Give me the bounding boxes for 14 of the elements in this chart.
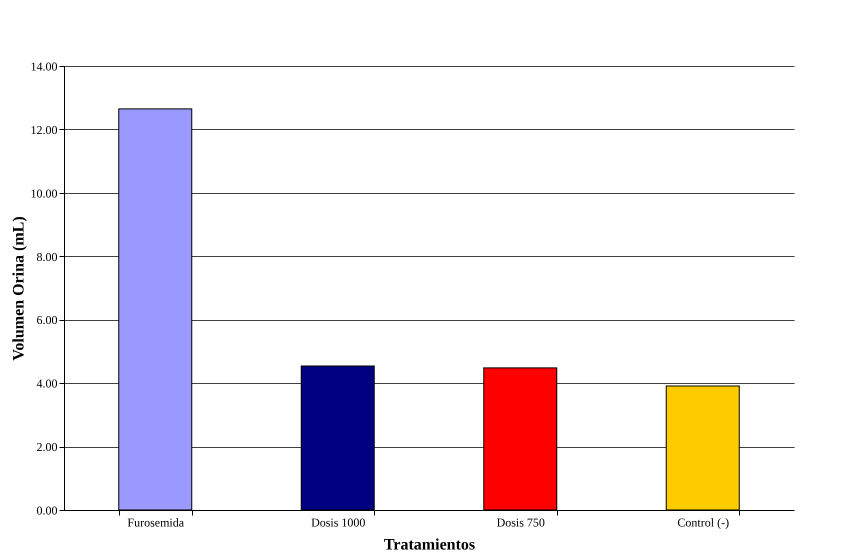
x-tick-label: Dosis 1000: [311, 516, 366, 530]
y-axis-title: Volumen Orina (mL): [10, 216, 28, 361]
y-tick-label: 2.00: [36, 440, 58, 454]
y-tick-label: 10.00: [30, 186, 58, 200]
x-axis-title: Tratamientos: [384, 536, 476, 554]
y-tick-label: 4.00: [36, 376, 58, 391]
y-tick-label: 12.00: [30, 122, 58, 137]
y-tick-label: 6.00: [36, 313, 58, 328]
x-tick-label: Dosis 750: [496, 516, 545, 530]
x-tick-label: Control (-): [677, 516, 730, 530]
y-tick-label: 0.00: [36, 504, 58, 518]
y-tick-label: 14.00: [30, 60, 58, 74]
y-tick-label: 8.00: [36, 250, 58, 264]
x-tick-label: Furosemida: [127, 516, 185, 530]
